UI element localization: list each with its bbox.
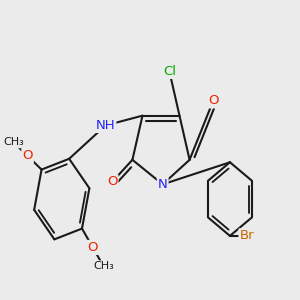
Text: Cl: Cl: [163, 65, 176, 78]
Text: CH₃: CH₃: [93, 261, 114, 271]
Text: Br: Br: [239, 230, 254, 242]
Text: CH₃: CH₃: [3, 137, 24, 147]
Text: O: O: [22, 149, 33, 163]
Text: O: O: [88, 241, 98, 254]
Text: O: O: [208, 94, 218, 107]
Text: O: O: [107, 176, 118, 188]
Text: NH: NH: [96, 119, 115, 132]
Text: N: N: [158, 178, 168, 191]
